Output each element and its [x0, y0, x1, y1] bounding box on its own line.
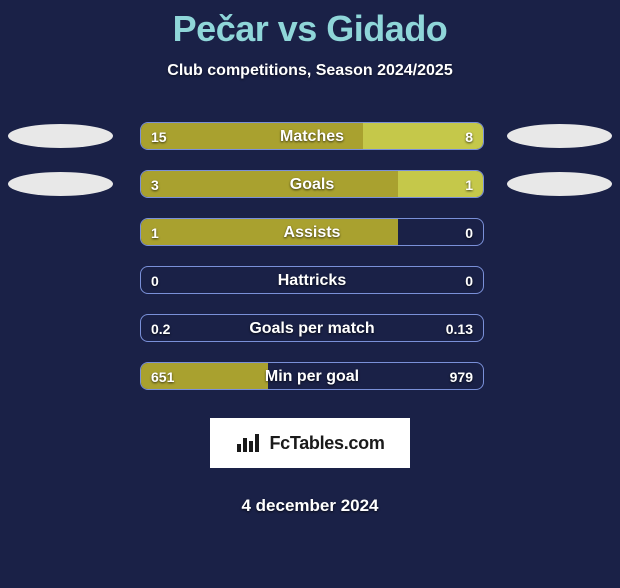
bars-icon: [235, 432, 263, 454]
stat-label: Hattricks: [141, 267, 483, 294]
stat-bar: 10Assists: [140, 218, 484, 246]
stat-row: 158Matches: [0, 122, 620, 150]
logo-text: FcTables.com: [269, 433, 384, 454]
stat-label: Assists: [141, 219, 483, 246]
player-right-badge: [507, 172, 612, 196]
stat-row: 00Hattricks: [0, 266, 620, 294]
player-left-badge: [8, 172, 113, 196]
stat-bar: 31Goals: [140, 170, 484, 198]
player-left-badge: [8, 124, 113, 148]
stat-bar: 00Hattricks: [140, 266, 484, 294]
stat-row: 651979Min per goal: [0, 362, 620, 390]
date-label: 4 december 2024: [241, 496, 378, 516]
stat-row: 10Assists: [0, 218, 620, 246]
page-title: Pečar vs Gidado: [0, 8, 620, 50]
stats-container: 158Matches 31Goals 10Assists 00Hattricks 0.2…: [0, 122, 620, 516]
subtitle: Club competitions, Season 2024/2025: [0, 62, 620, 80]
stat-bar: 158Matches: [140, 122, 484, 150]
stat-label: Matches: [141, 123, 483, 150]
stat-label: Goals per match: [141, 315, 483, 342]
stat-row: 0.20.13Goals per match: [0, 314, 620, 342]
stat-bar: 0.20.13Goals per match: [140, 314, 484, 342]
stat-label: Min per goal: [141, 363, 483, 390]
stat-bar: 651979Min per goal: [140, 362, 484, 390]
stat-row: 31Goals: [0, 170, 620, 198]
fctables-logo[interactable]: FcTables.com: [210, 418, 410, 468]
player-right-badge: [507, 124, 612, 148]
stat-label: Goals: [141, 171, 483, 198]
